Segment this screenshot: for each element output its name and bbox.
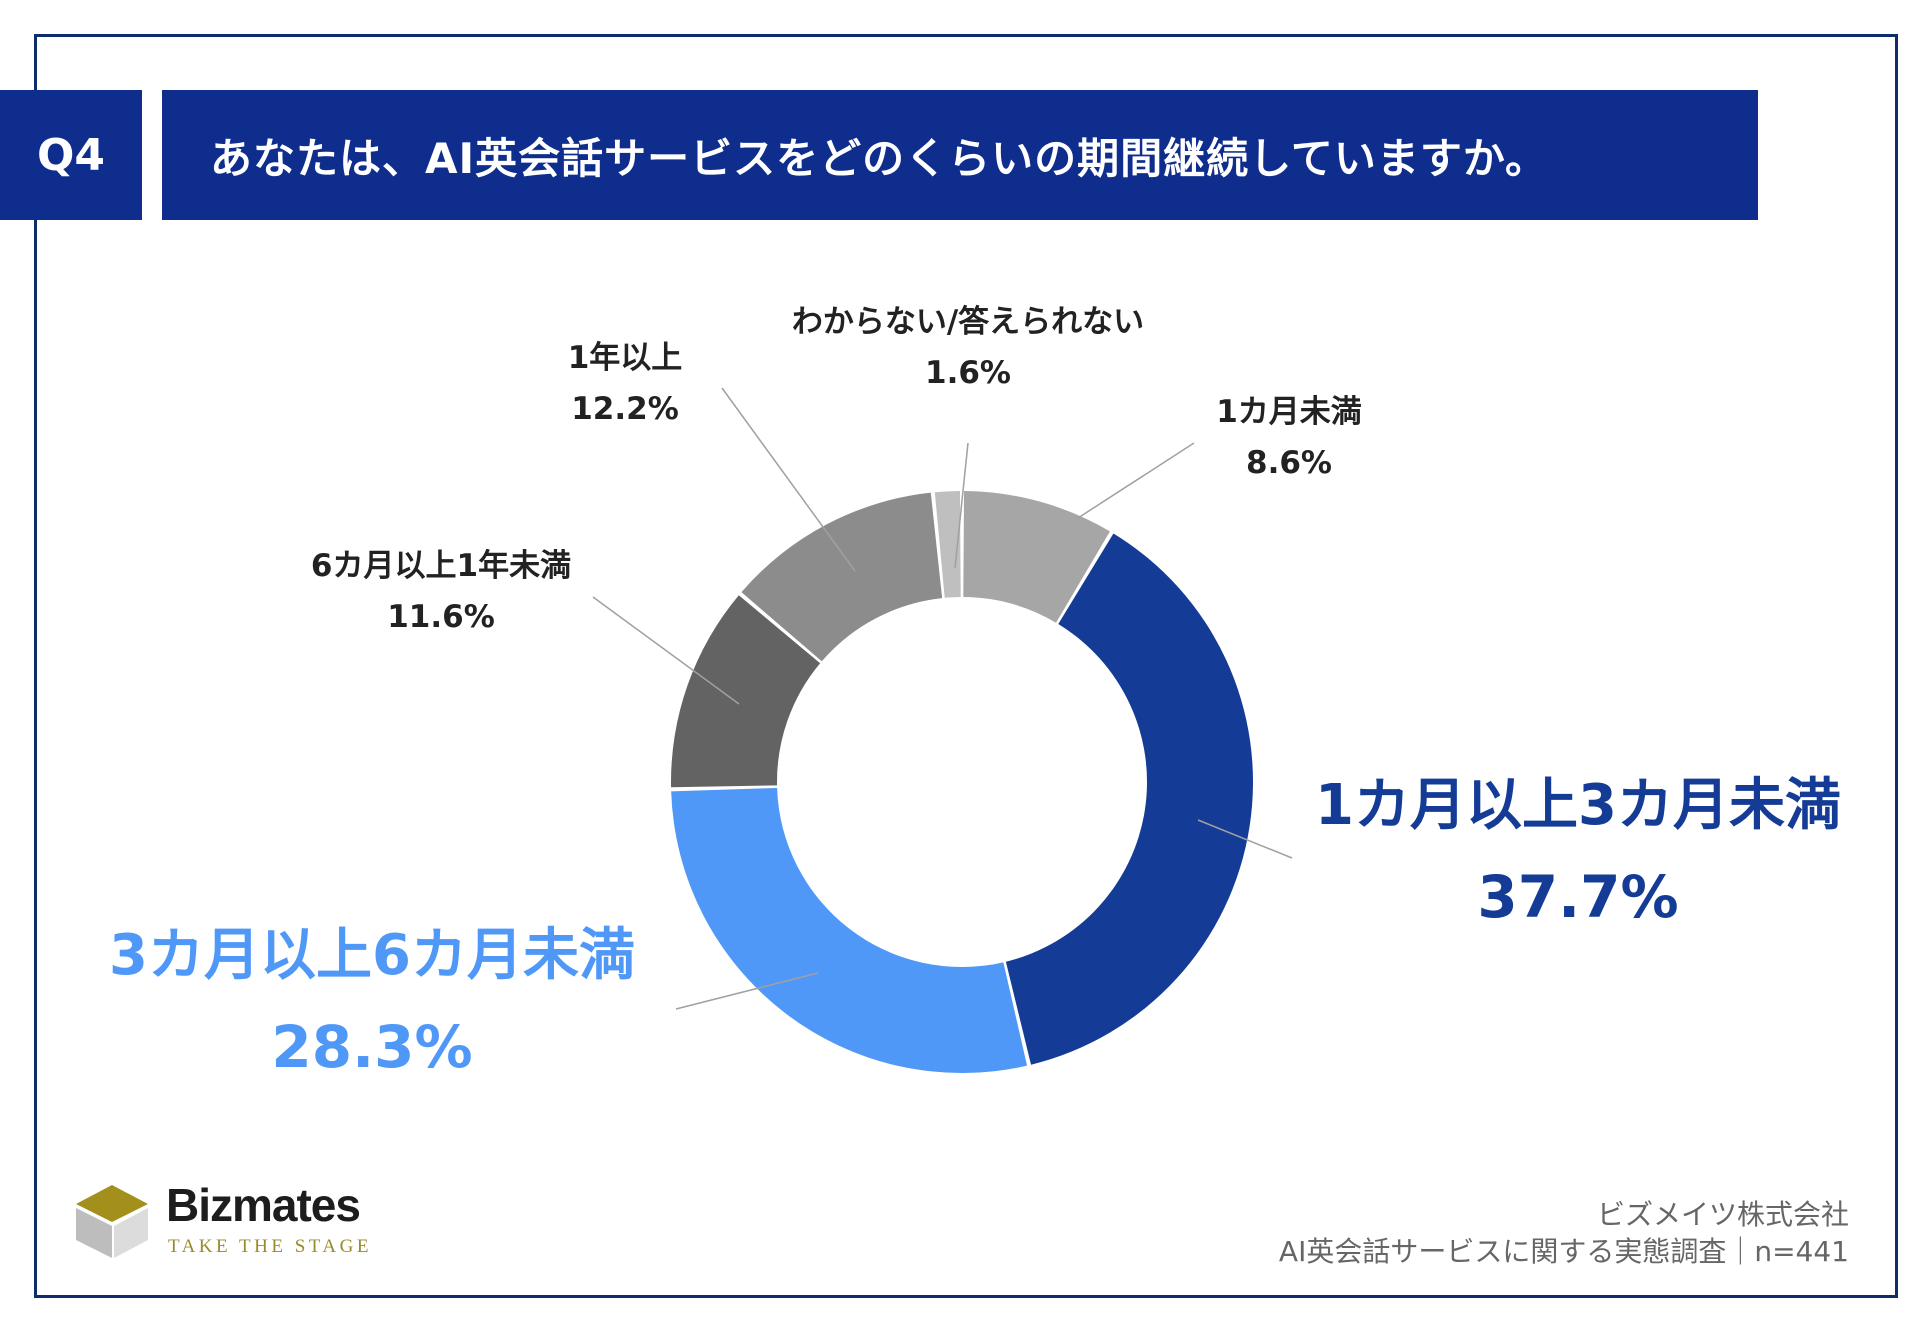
slice-label-name: 3カ月以上6カ月未満 — [109, 923, 635, 988]
bizmates-logo-icon — [76, 1185, 148, 1258]
slice-label-value: 11.6% — [387, 599, 495, 635]
slice-label-1: 1カ月以上3カ月未満 37.7% — [1315, 773, 1841, 931]
leader-line-2 — [675, 972, 819, 1010]
donut-slice-4 — [741, 492, 943, 662]
slice-label-value: 28.3% — [271, 1013, 473, 1081]
slice-label-value: 37.7% — [1477, 863, 1679, 931]
donut-slice-0 — [963, 491, 1110, 623]
slice-label-2: 3カ月以上6カ月未満 28.3% — [109, 923, 635, 1081]
leader-line-1 — [1197, 819, 1293, 859]
slice-label-value: 1.6% — [925, 355, 1011, 391]
question-title: あなたは、AI英会話サービスをどのくらいの期間継続していますか。 — [162, 90, 1758, 220]
slice-label-value: 12.2% — [571, 391, 679, 427]
slice-label-name: 1カ月未満 — [1216, 394, 1362, 430]
slice-label-name: 6カ月以上1年未満 — [310, 548, 572, 584]
donut-slice-2 — [671, 787, 1028, 1073]
slice-label-0: 1カ月未満 8.6% — [1216, 397, 1362, 479]
slice-label-name: わからない/答えられない — [791, 304, 1145, 340]
brand-name: Bizmates — [166, 1179, 361, 1231]
donut-slice-3 — [671, 595, 821, 788]
leader-line-5 — [954, 442, 969, 569]
brand-tagline: TAKE THE STAGE — [168, 1236, 372, 1257]
leader-line-0 — [1077, 442, 1195, 519]
source-note: ビズメイツ株式会社 AI英会話サービスに関する実態調査｜n=441 — [1279, 1196, 1849, 1270]
leader-line-4 — [721, 387, 856, 572]
company-name: ビズメイツ株式会社 — [1596, 1198, 1849, 1231]
leader-line-3 — [592, 596, 740, 705]
slice-label-name: 1カ月以上3カ月未満 — [1315, 773, 1841, 838]
slide-frame — [34, 34, 1898, 1298]
donut-slice-1 — [1005, 533, 1254, 1065]
slice-label-3: 6カ月以上1年未満 11.6% — [311, 551, 571, 633]
slice-label-4: 1年以上 12.2% — [568, 343, 683, 425]
question-badge: Q4 — [0, 90, 142, 220]
survey-info: AI英会話サービスに関する実態調査｜n=441 — [1278, 1235, 1849, 1269]
donut-slice-5 — [934, 491, 961, 598]
slice-label-5: わからない/答えられない 1.6% — [792, 307, 1144, 389]
slice-label-name: 1年以上 — [567, 340, 683, 376]
slice-label-value: 8.6% — [1246, 445, 1332, 481]
